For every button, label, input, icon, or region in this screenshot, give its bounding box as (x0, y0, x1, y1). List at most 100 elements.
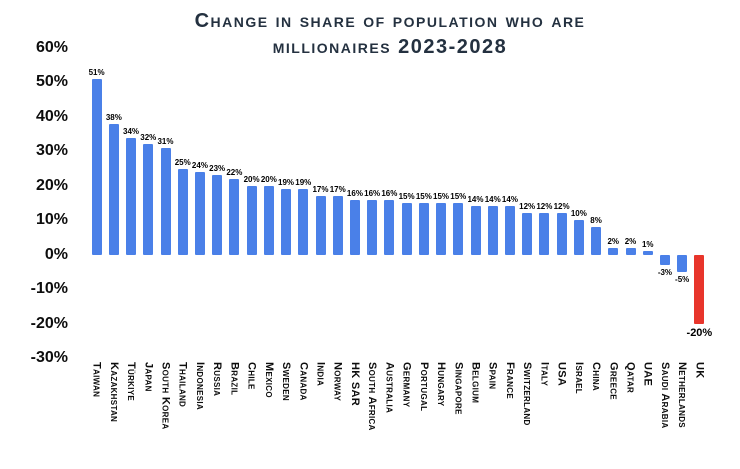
bar-qatar (625, 247, 636, 255)
x-axis-label: Thailand (174, 362, 191, 468)
bar-sweden (281, 189, 292, 255)
x-axis-label: Brazil (226, 362, 243, 468)
bar-hungary (436, 203, 447, 255)
x-axis-label-text: Belgium (469, 362, 482, 404)
bar-value-label: 2% (607, 236, 620, 246)
bar-value-label: -5% (675, 274, 690, 284)
bar-thailand (177, 168, 188, 255)
bar-value-label: 22% (226, 167, 243, 177)
x-axis-label-text: Norway (331, 362, 344, 402)
bar-value-label: 51% (88, 68, 105, 77)
x-axis-label: Netherlands (674, 362, 691, 468)
x-axis-label-text: Portugal (417, 362, 430, 412)
bar-kazakhstan (108, 123, 119, 255)
x-axis-label-text: UAE (641, 362, 654, 387)
x-axis-label: Germany (398, 362, 415, 468)
bar-south-africa (367, 199, 378, 255)
x-axis-label: South Africa (364, 362, 381, 468)
bar-israel (573, 220, 584, 255)
x-axis-label-text: Japan (142, 362, 155, 392)
bar-singapore (453, 203, 464, 255)
bar-value-label: 1% (641, 240, 654, 250)
y-axis-tick-label: 10% (35, 211, 68, 229)
bar-value-label: 20% (243, 174, 260, 184)
x-axis-label-text: Hungary (435, 362, 448, 407)
bar-value-label: 25% (174, 157, 191, 167)
x-axis-label-text: Qatar (624, 362, 637, 394)
x-axis-label-text: South Africa (366, 362, 379, 431)
bar-value-label: 31% (157, 136, 174, 146)
x-axis-label-text: France (503, 362, 516, 399)
x-axis-label: Indonesia (191, 362, 208, 468)
x-axis-label-text: Italy (538, 362, 551, 387)
x-axis-label-text: Mexico (262, 362, 275, 398)
bar-value-label: 14% (484, 195, 501, 205)
x-axis-label-text: Thailand (176, 362, 189, 408)
x-axis-label-text: Türkiye (125, 362, 138, 402)
bar-value-label: 15% (450, 192, 467, 201)
y-axis-tick-label: 50% (35, 73, 68, 91)
x-axis-label-text: Indonesia (193, 362, 206, 410)
bar-japan (143, 144, 154, 255)
x-axis-label: Hungary (432, 362, 449, 468)
bar-south-korea (160, 147, 171, 255)
bar-china (591, 227, 602, 255)
x-axis-label-text: HK SAR (348, 362, 361, 406)
x-axis-label: Singapore (450, 362, 467, 468)
x-axis-label-text: Sweden (280, 362, 293, 401)
bar-value-label: -3% (657, 268, 673, 277)
x-axis-label-text: UK (693, 362, 706, 379)
bar-canada (298, 189, 309, 255)
bar-value-label: 12% (536, 202, 553, 212)
bar-value-label: 17% (312, 185, 329, 195)
bar-italy (539, 213, 550, 255)
bar-netherlands (677, 254, 688, 272)
x-axis-label-text: Russia (211, 362, 224, 397)
x-axis-label: USA (553, 362, 570, 468)
bar-value-label: 16% (381, 188, 398, 198)
bar-value-label: 34% (123, 126, 140, 136)
x-axis-label-text: Kazakhstan (107, 362, 120, 423)
y-axis-tick-label: 30% (35, 142, 68, 160)
x-axis-label: Australia (381, 362, 398, 468)
bar-norway (332, 196, 343, 255)
bar-spain (487, 206, 498, 255)
y-axis-tick-label: 40% (35, 107, 68, 125)
bar-türkiye (126, 137, 137, 255)
chart-title-line1: Change in share of population who are (194, 10, 586, 32)
bar-value-label: 8% (590, 216, 602, 226)
y-axis-tick-label: 60% (35, 39, 68, 56)
x-axis-label: Japan (140, 362, 157, 468)
x-axis-label: Qatar (622, 362, 639, 468)
bar-value-label: 38% (105, 112, 122, 122)
bar-russia (212, 175, 223, 255)
x-axis-label: HK SAR (346, 362, 363, 468)
bar-saudi-arabia (659, 254, 670, 265)
x-axis-label-text: Netherlands (676, 362, 689, 428)
bar-taiwan (91, 79, 102, 255)
bar-greece (608, 247, 619, 255)
x-axis-label: Portugal (415, 362, 432, 468)
x-axis-label-text: China (590, 362, 603, 391)
y-axis-tick-label: 20% (35, 176, 68, 194)
x-axis-label: Mexico (260, 362, 277, 468)
x-axis-label: Belgium (467, 362, 484, 468)
bar-hk-sar (349, 199, 360, 255)
bar-value-label: 16% (346, 188, 363, 198)
bar-value-label: 12% (553, 202, 570, 212)
x-axis-label: Chile (243, 362, 260, 468)
y-axis-tick-label: -30% (30, 349, 68, 366)
x-axis-label: Spain (484, 362, 501, 468)
x-axis: Taiwan Kazakhstan Türkiye Japan South Korea T… (88, 362, 708, 468)
x-axis-label-text: Chile (245, 362, 258, 390)
x-axis-label-text: Spain (486, 362, 499, 390)
x-axis-label: Kazakhstan (105, 362, 122, 468)
x-axis-label-text: Saudi Arabia (658, 362, 671, 429)
y-axis-tick-label: -20% (30, 314, 68, 332)
x-axis-label-text: Canada (297, 362, 310, 401)
bar-value-label: 23% (209, 164, 226, 174)
x-axis-label: Russia (209, 362, 226, 468)
bar-value-label: 17% (329, 185, 346, 195)
bar-indonesia (194, 172, 205, 255)
